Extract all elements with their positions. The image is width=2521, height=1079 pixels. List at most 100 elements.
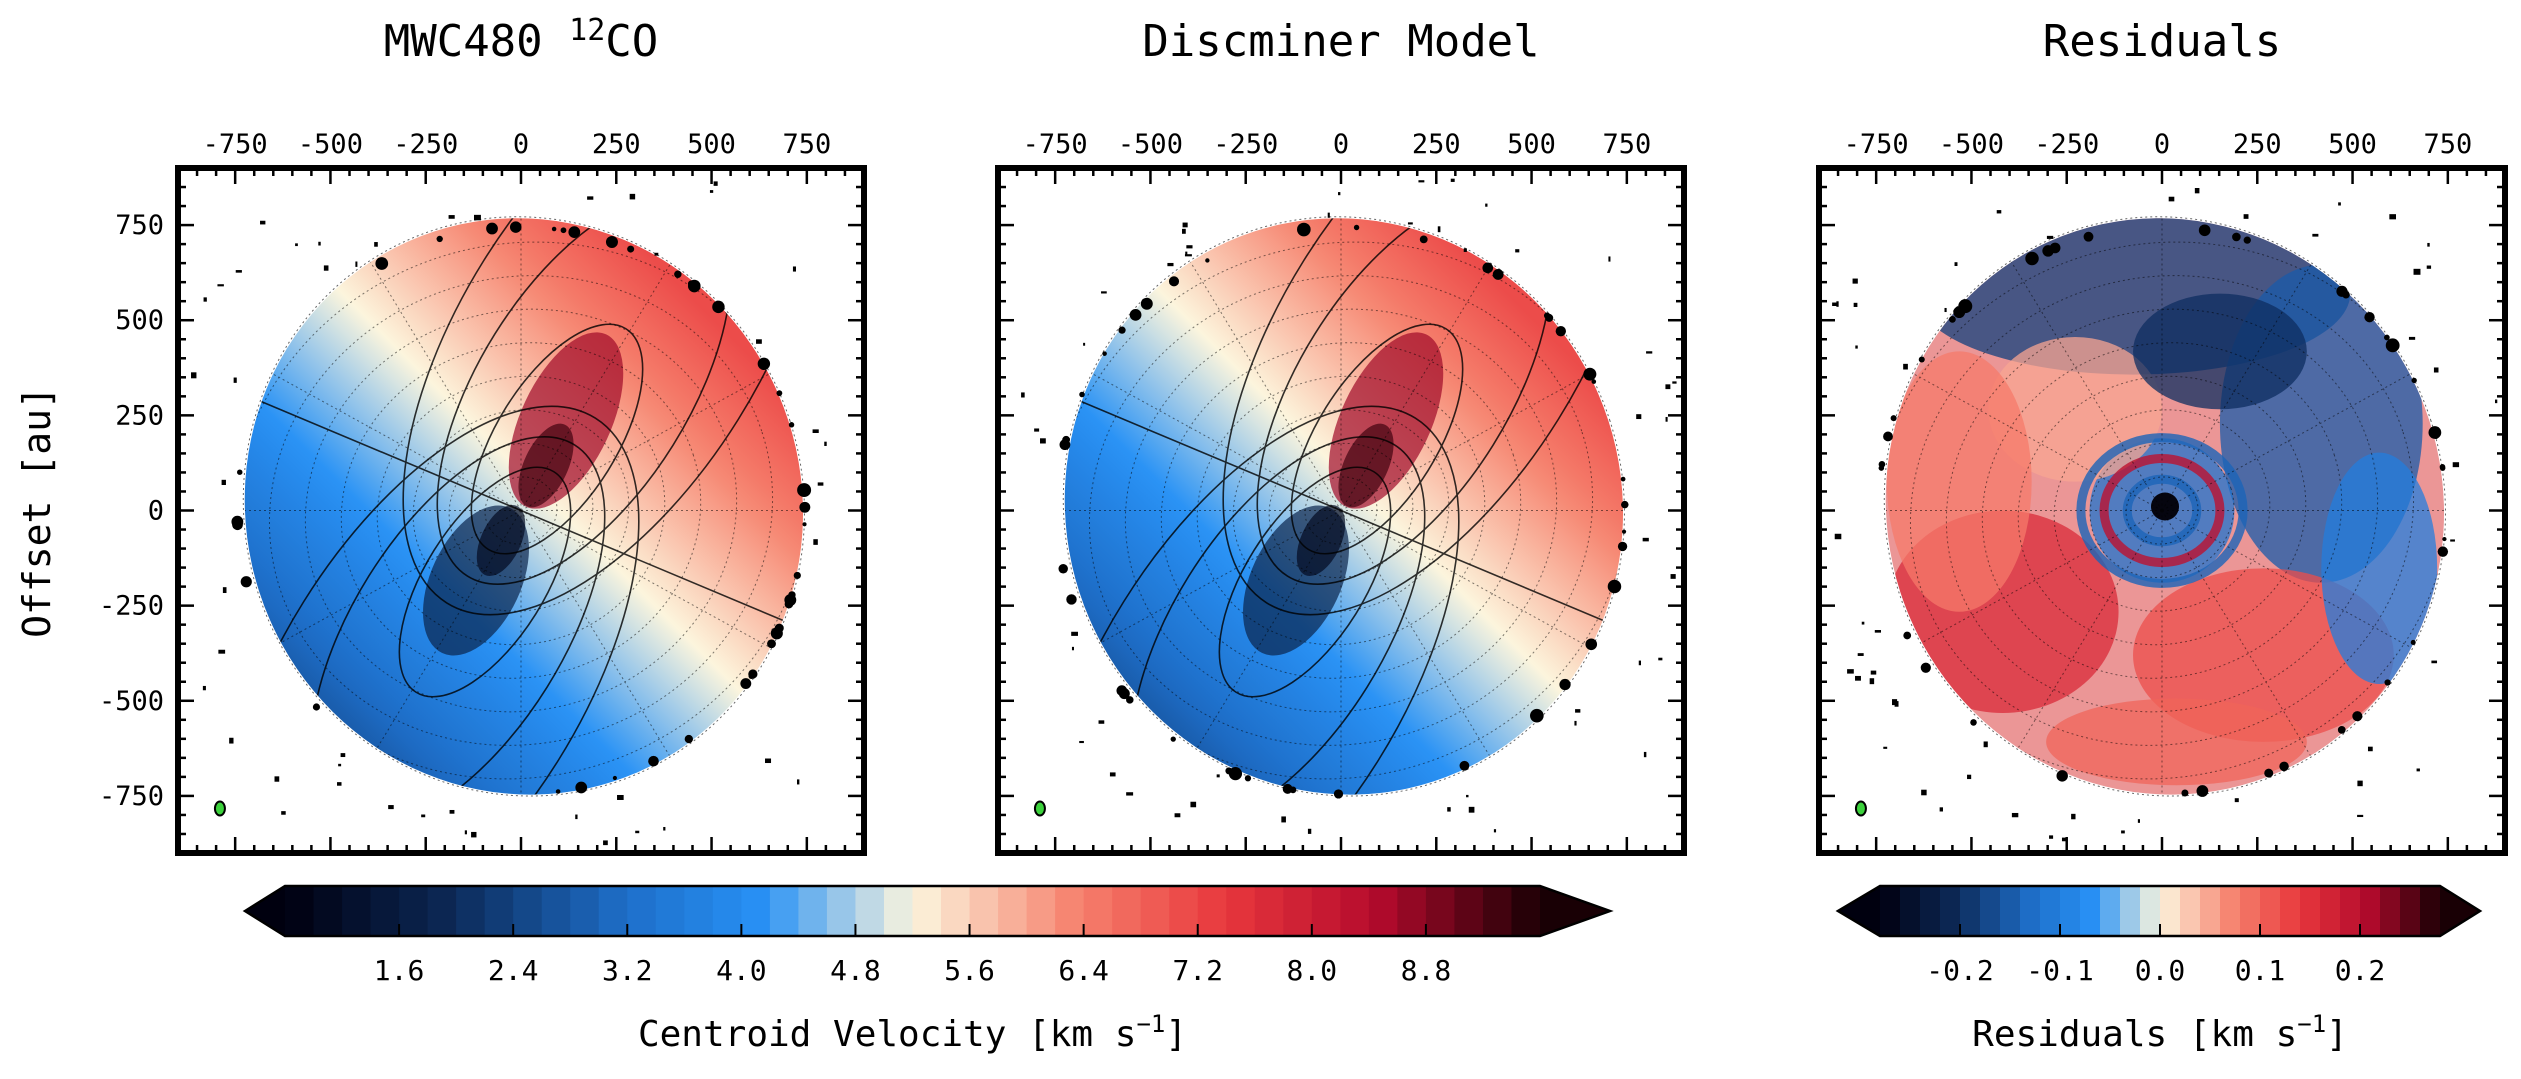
colorbar-tick-label: 2.4 <box>488 954 539 987</box>
noise-speckle <box>2049 835 2054 839</box>
noise-speckle <box>338 763 342 767</box>
edge-clump <box>2083 231 2094 242</box>
edge-clump <box>1878 465 1885 471</box>
noise-speckle <box>1071 631 1078 636</box>
colorbar-bin <box>1112 886 1142 936</box>
noise-speckle <box>603 840 608 846</box>
noise-speckle <box>1083 342 1086 346</box>
noise-speckle <box>2194 187 2200 194</box>
noise-speckle <box>1869 678 1875 685</box>
colorbar-bin <box>2080 886 2101 936</box>
edge-clump <box>2232 232 2241 242</box>
noise-speckle <box>1646 351 1653 354</box>
edge-clump <box>1459 760 1470 771</box>
edge-clump <box>1353 224 1360 231</box>
edge-clump <box>776 390 783 397</box>
contour-red <box>402 145 820 616</box>
noise-speckle <box>1996 210 2002 214</box>
noise-speckle <box>388 805 394 810</box>
colorbar-bin <box>456 886 486 936</box>
noise-speckle <box>1040 438 1046 444</box>
noise-speckle <box>281 811 286 815</box>
noise-speckle <box>2071 813 2076 820</box>
edge-clump <box>684 734 693 744</box>
noise-speckle <box>473 214 481 221</box>
grid-spoke <box>520 510 681 774</box>
edge-clump <box>1289 786 1297 794</box>
noise-speckle <box>1874 630 1882 633</box>
edge-clump <box>2428 426 2442 439</box>
edge-clump <box>1607 579 1622 594</box>
grid-ring <box>376 375 666 646</box>
edge-clump <box>2384 679 2391 686</box>
grid-ring <box>1088 275 1594 746</box>
edge-clump <box>231 515 244 528</box>
colorbar-bin <box>2160 886 2181 936</box>
noise-speckle <box>756 339 762 344</box>
edge-clump <box>1066 594 1077 605</box>
edge-clump <box>2364 311 2375 323</box>
edge-clump <box>1205 258 1210 263</box>
noise-speckle <box>1182 222 1188 228</box>
colorbar-tick-label: 3.2 <box>602 954 653 987</box>
noise-speckle <box>1870 670 1877 675</box>
edge-clump <box>1170 736 1176 742</box>
colorbar-bin <box>427 886 457 936</box>
colorbar-bin <box>2400 886 2421 936</box>
noise-speckle <box>1670 574 1676 579</box>
colorbar-bin <box>2120 886 2141 936</box>
colorbar-bin <box>1920 886 1941 936</box>
noise-speckle <box>1407 222 1413 225</box>
grid-ring <box>2053 409 2271 612</box>
noise-speckle <box>202 685 206 691</box>
velocity-lobe <box>518 423 574 508</box>
edge-clump <box>2025 251 2039 266</box>
edge-clump <box>757 357 771 371</box>
noise-speckle <box>221 479 226 486</box>
noise-speckle <box>1109 772 1116 777</box>
noise-speckle <box>1892 699 1898 706</box>
edge-clump <box>575 781 588 794</box>
noise-speckle <box>340 753 346 758</box>
colorbar-bin <box>2240 886 2261 936</box>
colorbar-bin <box>1197 886 1227 936</box>
colorbar-bin <box>370 886 400 936</box>
noise-speckle <box>1468 806 1475 813</box>
noise-speckle <box>2243 214 2249 219</box>
noise-speckle <box>449 809 455 814</box>
edge-clump <box>509 221 522 233</box>
colorbar-bin <box>855 886 885 936</box>
noise-speckle <box>1658 657 1663 661</box>
noise-speckle <box>374 242 378 247</box>
colorbar-bin <box>1940 886 1961 936</box>
edge-clump <box>1621 529 1627 534</box>
panel-title: Residuals <box>2043 16 2281 67</box>
edge-clump <box>1482 262 1494 274</box>
noise-speckle <box>1855 675 1861 681</box>
noise-speckle <box>1126 792 1134 796</box>
panel-title: MWC480 12CO <box>384 13 659 67</box>
colorbar-bin <box>998 886 1028 936</box>
colorbar-tick-label: 0.2 <box>2335 954 2386 987</box>
noise-speckle <box>629 193 636 200</box>
noise-speckle <box>796 779 800 785</box>
edge-clump <box>1970 719 1977 726</box>
edge-clump <box>2198 224 2211 237</box>
colorbar-bin <box>2340 886 2361 936</box>
colorbar-bin <box>1055 886 1085 936</box>
contour-blue <box>1042 405 1460 868</box>
noise-speckle <box>2046 235 2054 239</box>
noise-speckle <box>587 196 594 200</box>
edge-clump <box>1062 435 1071 444</box>
disc-outline <box>242 216 805 797</box>
noise-speckle <box>1672 381 1677 384</box>
disc-map <box>1819 168 2505 853</box>
x-tick-label: 0 <box>513 129 529 160</box>
noise-speckle <box>448 215 455 219</box>
beam-ellipse <box>1854 800 1867 817</box>
colorbar-label-superscript: −1 <box>1136 1010 1165 1038</box>
colorbar-bin <box>342 886 372 936</box>
colorbar-bin <box>2020 886 2041 936</box>
noise-speckle <box>2408 336 2416 340</box>
noise-speckle <box>1182 228 1186 234</box>
